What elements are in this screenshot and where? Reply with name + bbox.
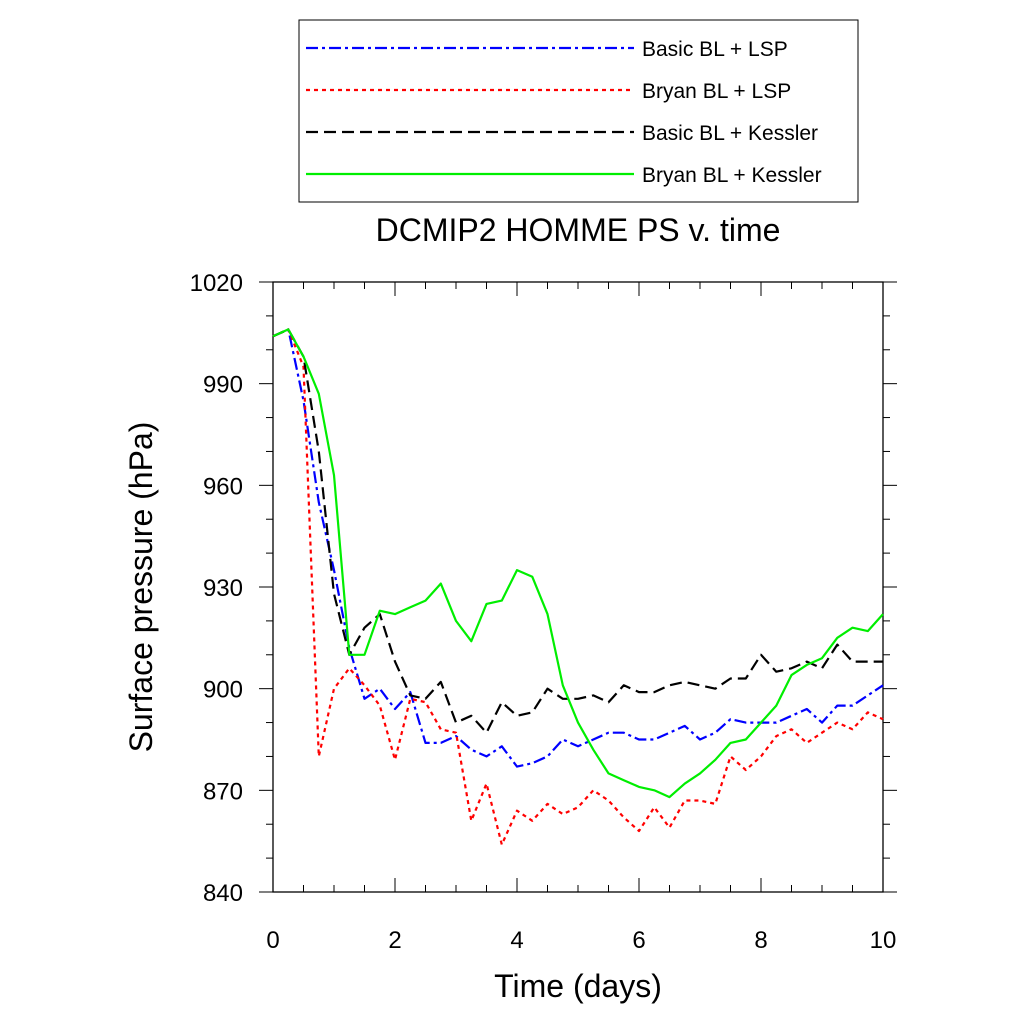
plot-frame: [272, 281, 884, 893]
y-tick-label: 960: [203, 473, 243, 500]
x-tick-label: 8: [754, 927, 767, 954]
series-line-4: [272, 328, 884, 799]
y-tick-label: 840: [203, 880, 243, 907]
legend-label-2: Bryan BL + LSP: [642, 80, 791, 103]
legend-label-4: Bryan BL + Kessler: [642, 164, 822, 187]
x-tick-label: 10: [870, 927, 897, 954]
legend: Basic BL + LSP Bryan BL + LSP Basic BL + K…: [298, 19, 859, 203]
x-axis-label: Time (days): [494, 968, 662, 1004]
chart-title: DCMIP2 HOMME PS v. time: [376, 212, 781, 248]
legend-box: [298, 19, 859, 203]
y-tick-label: 990: [203, 372, 243, 399]
legend-label-3: Basic BL + Kessler: [642, 122, 818, 145]
series-line-3: [272, 328, 883, 734]
y-tick-label: 1020: [190, 270, 243, 297]
x-tick-label: 6: [632, 927, 645, 954]
x-tick-label: 4: [510, 927, 523, 954]
series-line-1: [272, 328, 884, 768]
y-axis-label: Surface pressure (hPa): [123, 422, 159, 753]
series-line-2: [272, 328, 884, 846]
legend-label-1: Basic BL + LSP: [642, 38, 788, 61]
series-lines: [272, 328, 884, 846]
y-tick-label: 930: [203, 575, 243, 602]
x-tick-label: 0: [266, 927, 279, 954]
y-tick-label: 900: [203, 677, 243, 704]
x-tick-label: 2: [388, 927, 401, 954]
y-tick-label: 870: [203, 778, 243, 805]
